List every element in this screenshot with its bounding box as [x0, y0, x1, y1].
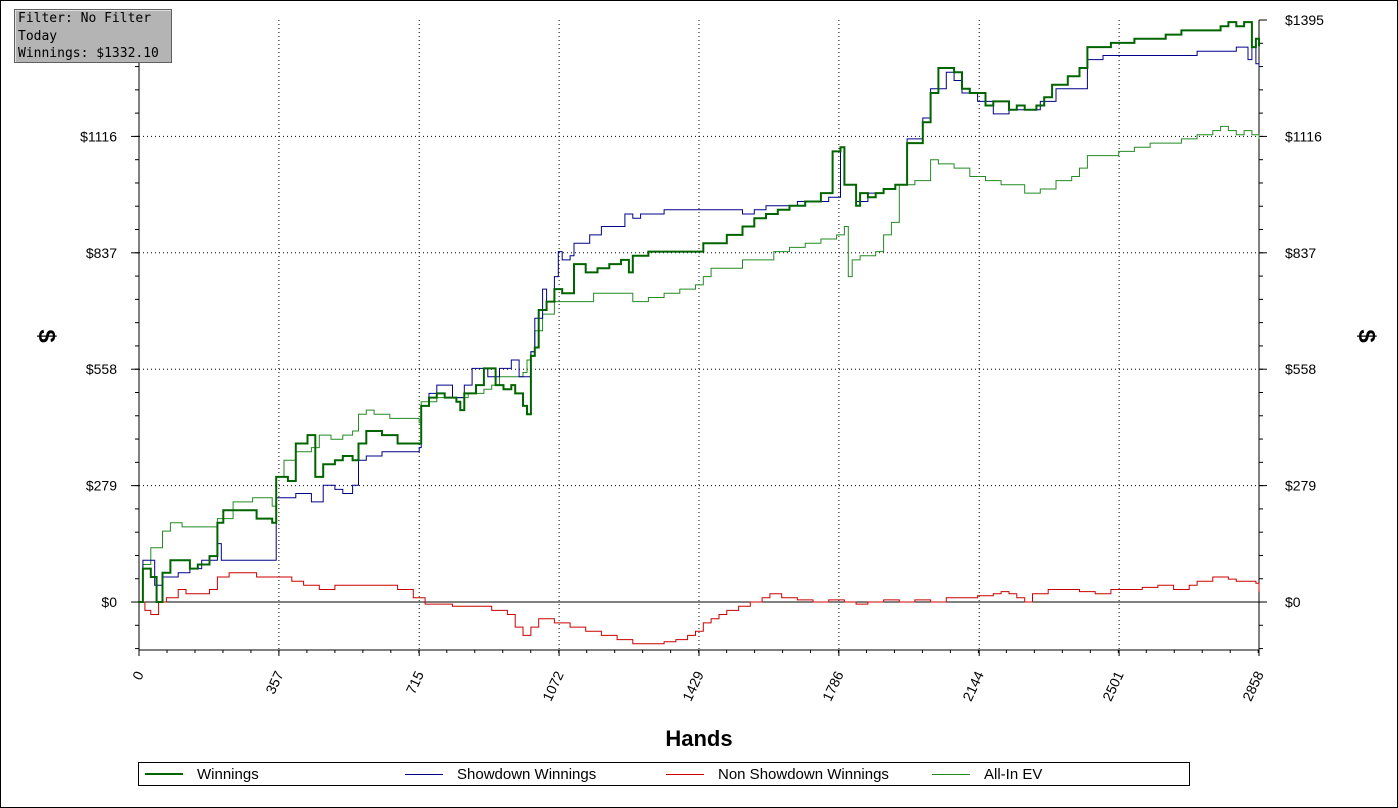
winnings-total: Winnings: $1332.10	[18, 46, 159, 61]
legend-item-allin-ev: All-In EV	[932, 763, 1042, 785]
axes	[138, 20, 1260, 656]
legend-item-showdown: Showdown Winnings	[405, 763, 596, 785]
y-tick-labels: $0 $0 $279 $279 $558 $558 $837 $837 $1116 $1116 $1…	[78, 12, 1324, 610]
y-tick-label-left: $558	[86, 361, 117, 377]
x-tick-label: 1429	[679, 668, 707, 703]
x-tick-label: 357	[262, 668, 286, 696]
y-axis-title-right: $	[1353, 329, 1380, 343]
x-tick-label: 1072	[539, 668, 567, 703]
period-label: Today	[18, 28, 58, 44]
y-tick-label-right: $279	[1285, 478, 1316, 494]
y-tick-label-right: $1395	[1285, 12, 1324, 28]
legend-label: Winnings	[197, 765, 259, 783]
grid	[139, 20, 1259, 650]
x-tick-label: 715	[403, 668, 427, 696]
y-tick-label-right: $558	[1285, 361, 1316, 377]
legend-item-winnings: Winnings	[145, 763, 259, 785]
legend-label: All-In EV	[984, 765, 1043, 783]
legend-swatch	[405, 773, 443, 775]
y-tick-label-right: $0	[1285, 594, 1301, 610]
y-tick-label-left: $0	[101, 594, 117, 610]
x-tick-labels: 0 357 715 1072 1429 1786 2144 2501 2858	[129, 668, 1267, 703]
y-tick-label-left: $279	[86, 478, 117, 494]
series-line-allin-ev	[139, 125, 1260, 603]
x-tick-label: 2144	[959, 668, 987, 703]
y-tick-label-right: $1116	[1285, 128, 1322, 144]
legend: Winnings Showdown Winnings Non Showdown Wi…	[138, 762, 1190, 786]
series-line-non-showdown	[139, 572, 1260, 645]
x-tick-label: 2501	[1099, 668, 1127, 703]
legend-label: Non Showdown Winnings	[718, 765, 889, 783]
filter-label: Filter: No Filter	[18, 11, 152, 26]
legend-swatch	[932, 773, 970, 775]
x-tick-label: 0	[129, 668, 147, 682]
legend-swatch	[666, 773, 704, 775]
legend-swatch	[145, 773, 183, 775]
series-line-showdown	[139, 46, 1260, 603]
legend-label: Showdown Winnings	[457, 765, 597, 783]
series-line-winnings	[139, 21, 1260, 603]
y-tick-label-left: $837	[86, 245, 117, 261]
x-axis-title: Hands	[665, 726, 732, 751]
y-axis-title-left: $	[33, 329, 60, 343]
legend-item-non-showdown: Non Showdown Winnings	[666, 763, 889, 785]
y-tick-label-right: $837	[1285, 245, 1316, 261]
x-tick-label: 1786	[819, 668, 847, 703]
x-tick-label: 2858	[1239, 668, 1267, 703]
series	[139, 21, 1260, 645]
y-tick-label-left: $1116	[80, 128, 117, 144]
filter-info-box: Filter: No Filter Today Winnings: $1332.…	[14, 9, 172, 63]
